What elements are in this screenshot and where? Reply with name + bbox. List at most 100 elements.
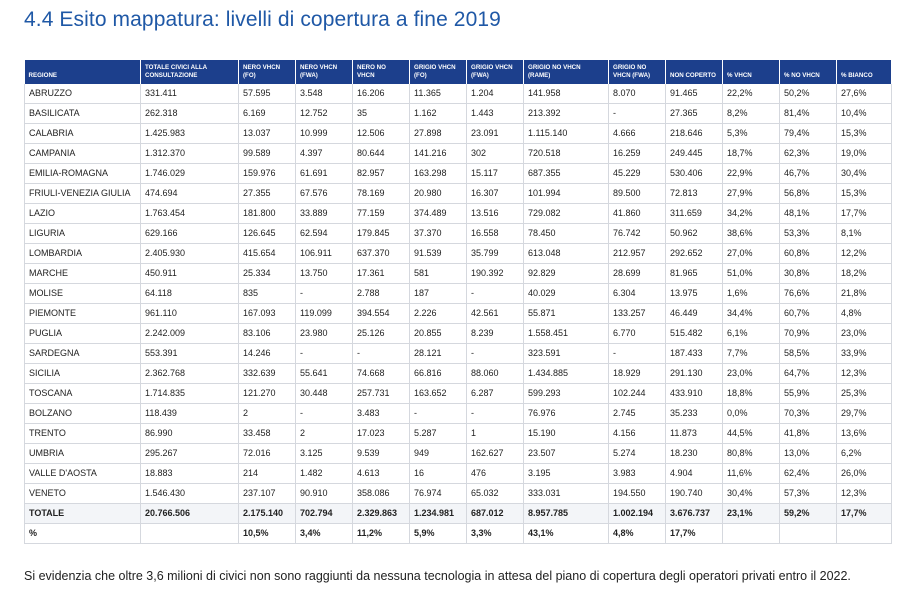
value-cell: 37.370 [409, 223, 467, 244]
value-cell: 553.391 [140, 343, 239, 364]
value-cell: 311.659 [665, 203, 723, 224]
value-cell: 50,2% [779, 84, 837, 104]
value-cell: 23,0% [722, 363, 780, 384]
value-cell: 27,0% [722, 243, 780, 264]
value-cell: 13.750 [295, 263, 353, 284]
value-cell: 1.162 [409, 103, 467, 124]
value-cell: 331.411 [140, 84, 239, 104]
table-body: ABRUZZO 331.411 57.595 3.548 16.206 11.365 1.2… [24, 84, 892, 544]
value-cell: 27,9% [722, 183, 780, 204]
value-cell: 581 [409, 263, 467, 284]
value-cell: 81,4% [779, 103, 837, 124]
value-cell: 4,8% [608, 523, 666, 544]
percent-row: % 10,5% 3,4% 11,2% 5,9% 3,3% 43,1% 4,8% 17,7% [24, 523, 892, 544]
value-cell: - [352, 343, 410, 364]
value-cell: 21,8% [836, 283, 892, 304]
value-cell: 30.448 [295, 383, 353, 404]
value-cell: 34,2% [722, 203, 780, 224]
value-cell: 637.370 [352, 243, 410, 264]
value-cell: 60,7% [779, 303, 837, 324]
value-cell: 374.489 [409, 203, 467, 224]
value-cell: 720.518 [523, 143, 609, 164]
region-cell: SARDEGNA [24, 343, 141, 364]
value-cell: 167.093 [238, 303, 296, 324]
value-cell: 237.107 [238, 483, 296, 504]
value-cell: 13,6% [836, 423, 892, 444]
value-cell: 27.365 [665, 103, 723, 124]
region-cell: TRENTO [24, 423, 141, 444]
value-cell: 214 [238, 463, 296, 484]
value-cell: 55.641 [295, 363, 353, 384]
value-cell: 450.911 [140, 263, 239, 284]
region-cell: SICILIA [24, 363, 141, 384]
value-cell: 26,0% [836, 463, 892, 484]
region-cell: CAMPANIA [24, 143, 141, 164]
value-cell: 15.190 [523, 423, 609, 444]
column-header: % BIANCO [836, 60, 892, 84]
value-cell: 4.156 [608, 423, 666, 444]
value-cell: 4.613 [352, 463, 410, 484]
value-cell: 15,3% [836, 123, 892, 144]
value-cell: 12,2% [836, 243, 892, 264]
value-cell: 72.016 [238, 443, 296, 464]
value-cell: - [295, 283, 353, 304]
value-cell: 70,3% [779, 403, 837, 424]
value-cell: 101.994 [523, 183, 609, 204]
region-cell: LOMBARDIA [24, 243, 141, 264]
value-cell: 61.691 [295, 163, 353, 184]
value-cell: 702.794 [295, 503, 353, 524]
value-cell: 17,7% [836, 503, 892, 524]
region-cell: ABRUZZO [24, 84, 141, 104]
value-cell: 29,7% [836, 403, 892, 424]
value-cell: 57.595 [238, 84, 296, 104]
value-cell: 76.976 [523, 403, 609, 424]
value-cell: 12.752 [295, 103, 353, 124]
value-cell: 4.904 [665, 463, 723, 484]
value-cell: 16.206 [352, 84, 410, 104]
value-cell: 2.175.140 [238, 503, 296, 524]
value-cell: 162.627 [466, 443, 524, 464]
table-row: PUGLIA 2.242.009 83.106 23.980 25.126 20.855 8… [24, 323, 892, 344]
value-cell: 62,4% [779, 463, 837, 484]
value-cell: 57,3% [779, 483, 837, 504]
value-cell: 17.023 [352, 423, 410, 444]
table-row: MARCHE 450.911 25.334 13.750 17.361 581 190.39… [24, 263, 892, 284]
table-row: CAMPANIA 1.312.370 99.589 4.397 80.644 141.21… [24, 143, 892, 164]
value-cell: 17,7% [836, 203, 892, 224]
value-cell: 78.450 [523, 223, 609, 244]
value-cell: 8.070 [608, 84, 666, 104]
value-cell: 1.546.430 [140, 483, 239, 504]
value-cell: 10.999 [295, 123, 353, 144]
region-cell: TOSCANA [24, 383, 141, 404]
value-cell: 190.392 [466, 263, 524, 284]
value-cell: 15.117 [466, 163, 524, 184]
column-header: NERO VHCN (FO) [238, 60, 296, 84]
footnote: Si evidenzia che oltre 3,6 milioni di ci… [24, 569, 851, 583]
value-cell: 2.788 [352, 283, 410, 304]
value-cell: 46.449 [665, 303, 723, 324]
value-cell: 9.539 [352, 443, 410, 464]
column-header: REGIONE [24, 60, 141, 84]
value-cell: 1.558.451 [523, 323, 609, 344]
value-cell: 323.591 [523, 343, 609, 364]
value-cell: 17,7% [665, 523, 723, 544]
value-cell: 20.855 [409, 323, 467, 344]
value-cell: 42.561 [466, 303, 524, 324]
value-cell: 6,1% [722, 323, 780, 344]
value-cell: 3.983 [608, 463, 666, 484]
value-cell: 12,3% [836, 483, 892, 504]
table-row: UMBRIA 295.267 72.016 3.125 9.539 949 162.627 2… [24, 443, 892, 464]
value-cell: 51,0% [722, 263, 780, 284]
value-cell: 262.318 [140, 103, 239, 124]
value-cell: 99.589 [238, 143, 296, 164]
value-cell: - [295, 343, 353, 364]
value-cell: 78.169 [352, 183, 410, 204]
value-cell: 50.962 [665, 223, 723, 244]
value-cell: 4,8% [836, 303, 892, 324]
value-cell: 1.312.370 [140, 143, 239, 164]
value-cell: 16 [409, 463, 467, 484]
value-cell: 5.274 [608, 443, 666, 464]
value-cell: 60,8% [779, 243, 837, 264]
value-cell: 55.871 [523, 303, 609, 324]
value-cell: 949 [409, 443, 467, 464]
